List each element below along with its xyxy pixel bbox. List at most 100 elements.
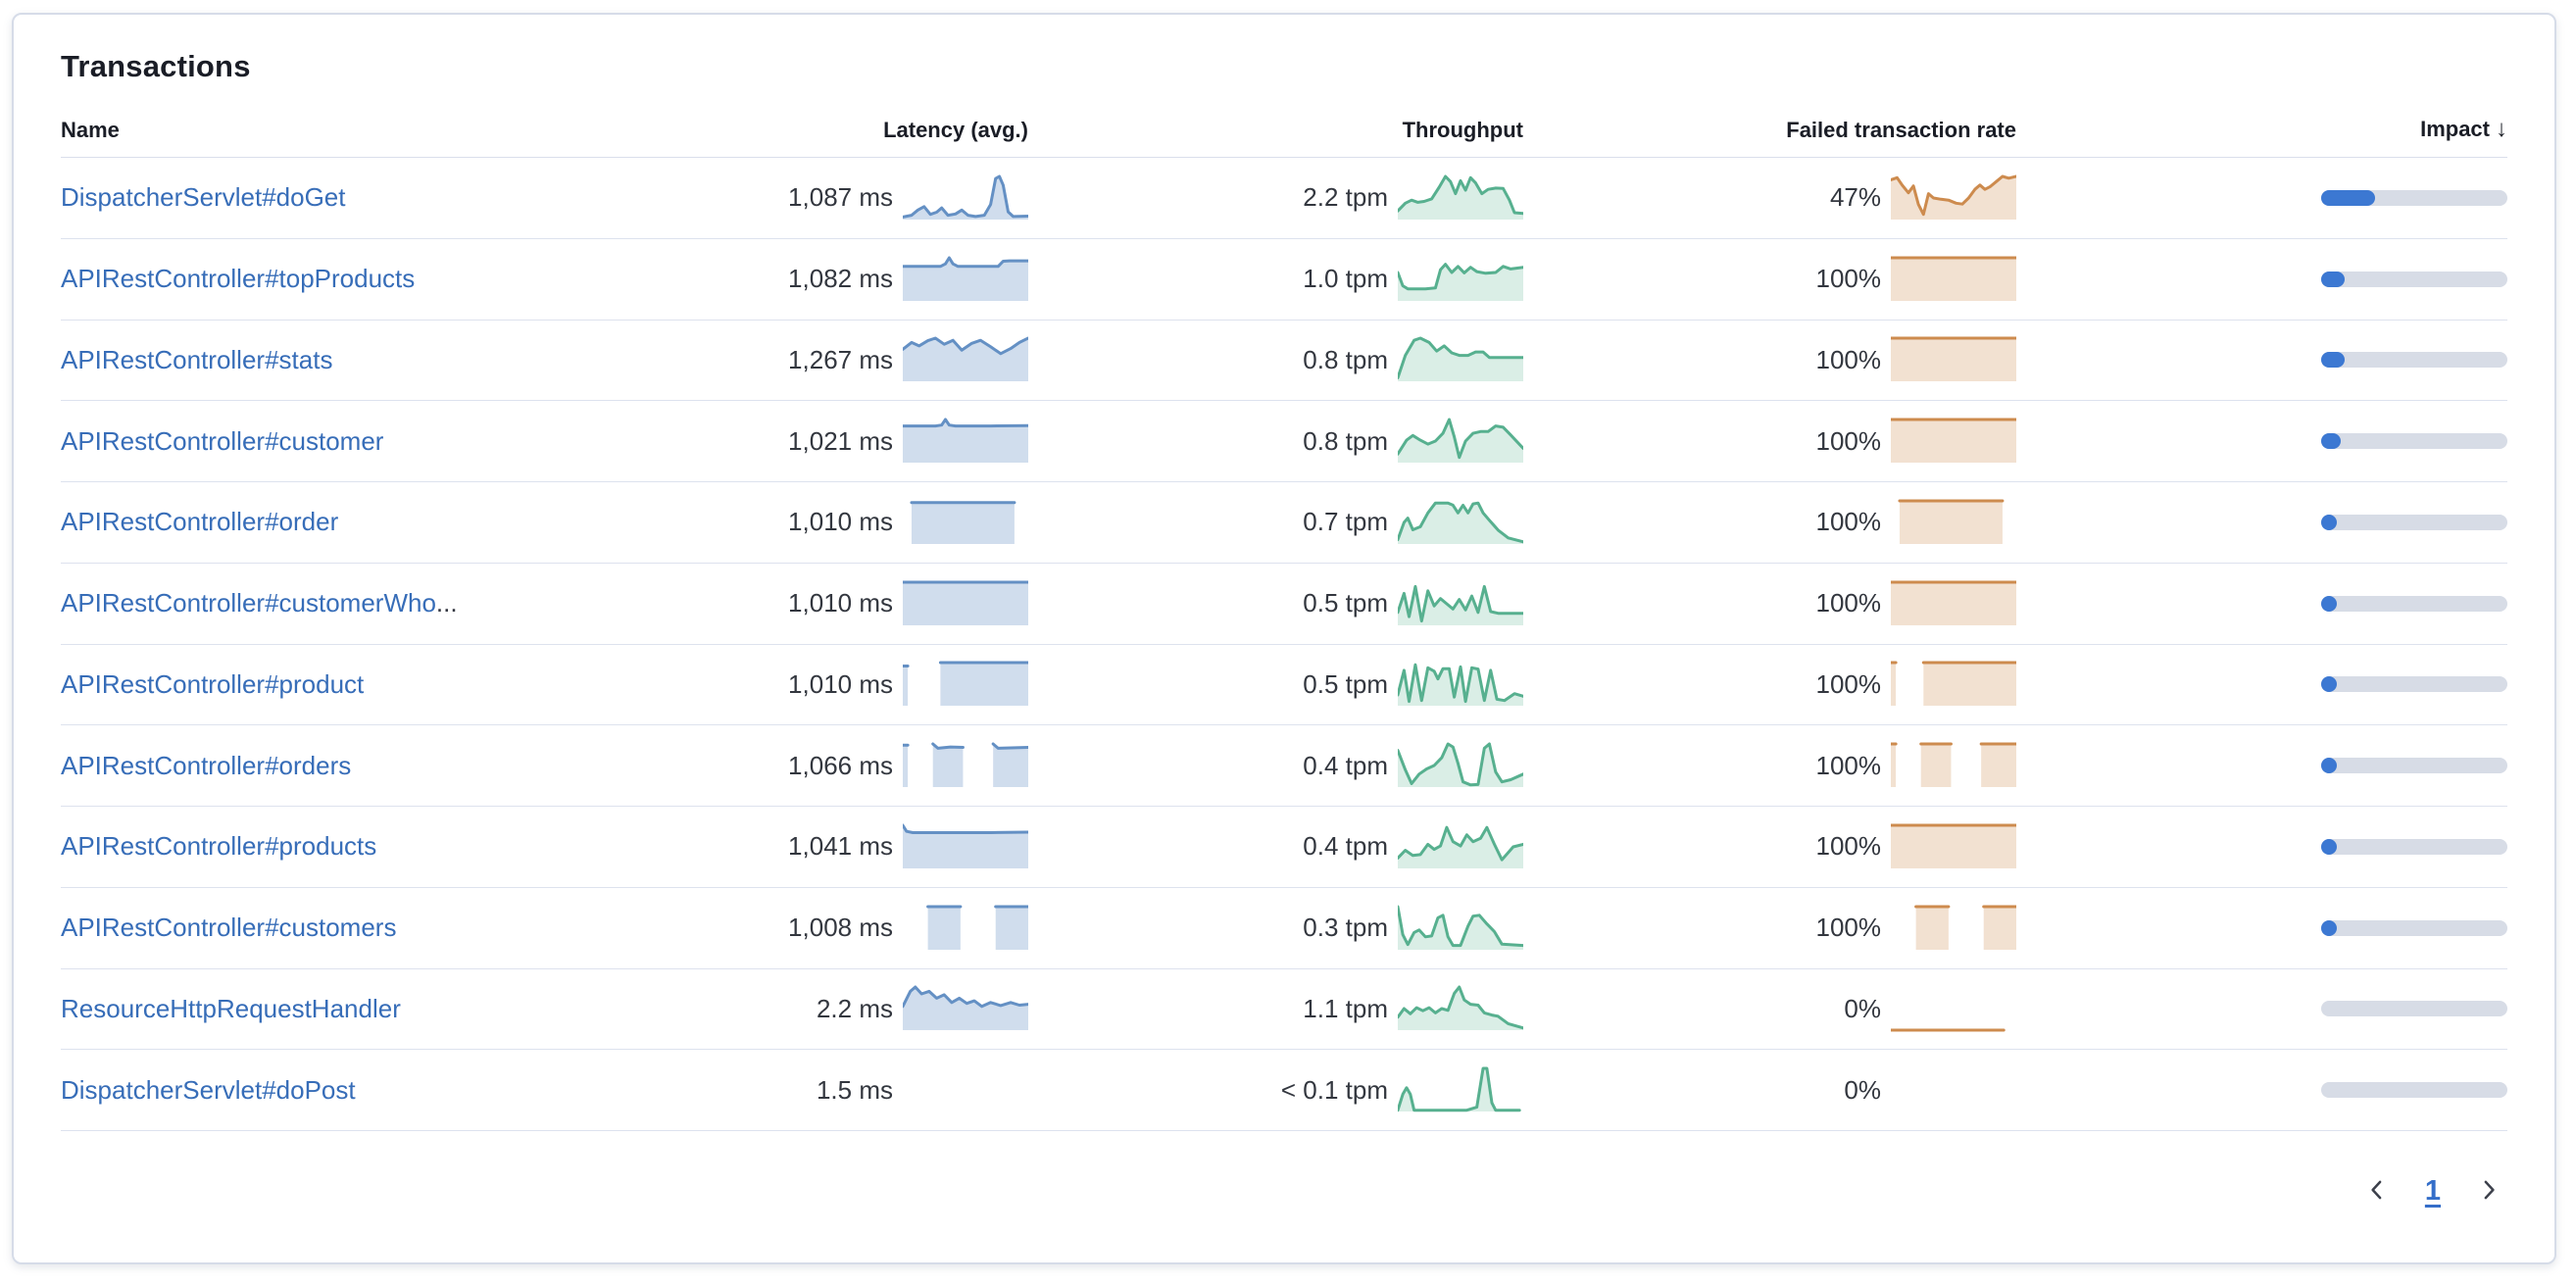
latency-value: 1,010 ms [788,588,893,618]
failed-value: 100% [1815,264,1882,294]
impact-bar-fill [2321,838,2337,855]
failed-sparkline [1891,255,2016,304]
throughput-value: 0.5 tpm [1303,588,1388,618]
failed-sparkline [1891,741,2016,790]
transaction-name-link[interactable]: APIRestController#customerWho [61,588,436,618]
sort-desc-arrow-icon: ↓ [2496,116,2507,142]
latency-sparkline [903,173,1028,222]
throughput-sparkline [1398,660,1523,709]
throughput-cell: 0.5 tpm [1028,660,1523,709]
transaction-name-cell: APIRestController#customers [61,913,688,943]
column-header-latency[interactable]: Latency (avg.) [883,118,1028,143]
throughput-sparkline [1398,1065,1523,1114]
transaction-name-cell: APIRestController#stats [61,345,688,375]
throughput-sparkline [1398,984,1523,1033]
table-body: DispatcherServlet#doGet 1,087 ms 2.2 tpm 47… [61,158,2507,1131]
impact-cell [2016,352,2507,369]
pagination-page-1[interactable]: 1 [2424,1174,2441,1207]
throughput-value: 1.1 tpm [1303,993,1388,1023]
impact-bar [2321,1001,2507,1017]
latency-cell: 1,008 ms [688,904,1028,953]
pagination-prev-button[interactable] [2362,1175,2392,1208]
impact-bar-fill [2321,433,2341,450]
impact-cell [2016,1082,2507,1099]
transaction-name-link[interactable]: APIRestController#orders [61,750,352,780]
impact-bar-fill [2321,189,2376,206]
impact-bar-fill [2321,676,2337,693]
transaction-row: DispatcherServlet#doPost 1.5 ms < 0.1 tpm 0… [61,1050,2507,1131]
latency-value: 1,021 ms [788,425,893,456]
transactions-table: Name Latency (avg.) Throughput Failed trans… [61,86,2507,1131]
latency-sparkline [903,335,1028,384]
column-header-label: Failed transaction rate [1786,118,2016,142]
failed-cell: 100% [1523,904,2016,953]
column-header-failed[interactable]: Failed transaction rate [1786,118,2016,143]
transaction-name-link[interactable]: ResourceHttpRequestHandler [61,993,401,1023]
impact-bar-fill [2321,352,2345,369]
latency-cell: 2.2 ms [688,984,1028,1033]
throughput-cell: 0.4 tpm [1028,741,1523,790]
transaction-name-link[interactable]: DispatcherServlet#doPost [61,1074,356,1105]
impact-bar [2321,433,2507,450]
transaction-name-link[interactable]: APIRestController#order [61,507,339,537]
throughput-cell: 0.8 tpm [1028,335,1523,384]
transaction-name-link[interactable]: APIRestController#customers [61,913,397,943]
throughput-cell: 0.4 tpm [1028,822,1523,871]
table-header-row: Name Latency (avg.) Throughput Failed trans… [61,86,2507,158]
transaction-name-link[interactable]: APIRestController#stats [61,344,333,374]
column-header-impact[interactable]: Impact ↓ [2420,116,2507,143]
failed-value: 100% [1815,831,1882,862]
latency-sparkline [903,1065,1028,1114]
impact-bar [2321,595,2507,612]
throughput-sparkline [1398,417,1523,466]
impact-bar [2321,919,2507,936]
failed-sparkline [1891,498,2016,547]
impact-bar-fill [2321,514,2338,530]
impact-bar-fill [2321,758,2337,774]
failed-sparkline [1891,173,2016,222]
failed-cell: 100% [1523,498,2016,547]
impact-bar [2321,514,2507,530]
throughput-cell: 1.0 tpm [1028,255,1523,304]
transaction-row: DispatcherServlet#doGet 1,087 ms 2.2 tpm 47… [61,158,2507,239]
throughput-cell: 1.1 tpm [1028,984,1523,1033]
failed-value: 100% [1815,668,1882,699]
impact-cell [2016,676,2507,693]
throughput-sparkline [1398,579,1523,628]
column-header-cell-name: Name [61,118,688,143]
failed-sparkline [1891,660,2016,709]
transaction-name-cell: APIRestController#product [61,669,688,700]
transaction-name-link[interactable]: APIRestController#product [61,668,365,699]
throughput-sparkline [1398,335,1523,384]
throughput-value: 0.8 tpm [1303,425,1388,456]
pagination-next-button[interactable] [2474,1175,2503,1208]
transaction-name-cell: DispatcherServlet#doGet [61,182,688,213]
transaction-name-link[interactable]: APIRestController#topProducts [61,264,416,294]
latency-sparkline [903,984,1028,1033]
transaction-name-link[interactable]: DispatcherServlet#doGet [61,182,346,213]
latency-cell: 1,021 ms [688,417,1028,466]
column-header-cell-latency: Latency (avg.) [688,118,1028,143]
latency-cell: 1,087 ms [688,173,1028,222]
impact-cell [2016,919,2507,936]
column-header-cell-throughput: Throughput [1028,118,1523,143]
column-header-throughput[interactable]: Throughput [1403,118,1523,143]
latency-cell: 1,082 ms [688,255,1028,304]
impact-bar [2321,758,2507,774]
throughput-cell: 0.8 tpm [1028,417,1523,466]
throughput-cell: 0.5 tpm [1028,579,1523,628]
failed-value: 100% [1815,425,1882,456]
transaction-row: APIRestController#order 1,010 ms 0.7 tpm 10… [61,482,2507,564]
transaction-name-link[interactable]: APIRestController#customer [61,425,384,456]
transaction-name-cell: APIRestController#products [61,831,688,862]
failed-cell: 0% [1523,1065,2016,1114]
transaction-name-link[interactable]: APIRestController#products [61,831,377,862]
truncation-ellipsis: ... [435,588,458,618]
column-header-name[interactable]: Name [61,118,120,143]
throughput-value: 0.4 tpm [1303,750,1388,780]
throughput-value: 0.8 tpm [1303,344,1388,374]
impact-cell [2016,271,2507,287]
latency-cell: 1,041 ms [688,822,1028,871]
transaction-name-cell: APIRestController#order [61,507,688,537]
latency-value: 1,010 ms [788,507,893,537]
